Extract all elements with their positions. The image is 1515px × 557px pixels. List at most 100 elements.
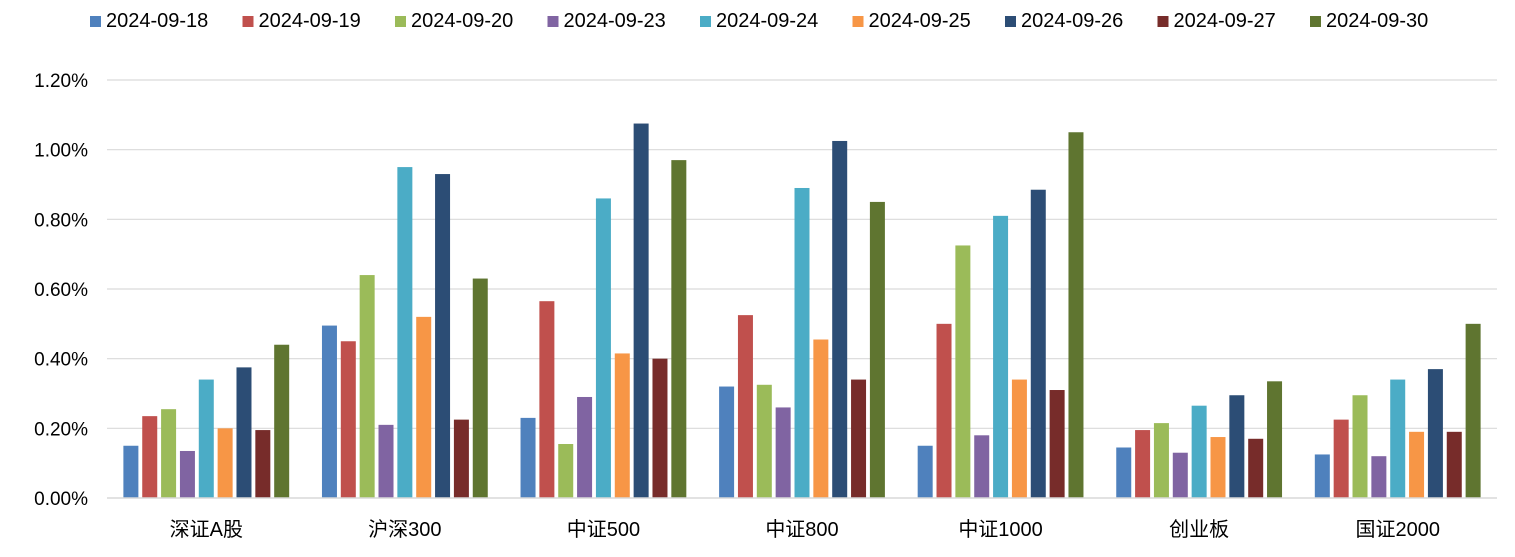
bar bbox=[340, 341, 356, 498]
x-tick-label: 沪深300 bbox=[368, 518, 441, 541]
legend-swatch bbox=[1310, 16, 1321, 27]
x-tick-label: 中证1000 bbox=[958, 518, 1043, 541]
bar bbox=[274, 344, 290, 498]
bar bbox=[359, 275, 375, 498]
legend-item: 2024-09-24 bbox=[700, 10, 818, 32]
legend-item: 2024-09-25 bbox=[852, 10, 971, 32]
bar bbox=[1267, 381, 1283, 498]
bar bbox=[775, 407, 791, 498]
legend-label: 2024-09-23 bbox=[564, 10, 666, 32]
legend-swatch bbox=[700, 16, 711, 27]
legend-swatch bbox=[1005, 16, 1016, 27]
bar bbox=[832, 140, 848, 499]
bar bbox=[1153, 423, 1169, 498]
legend-item: 2024-09-30 bbox=[1310, 10, 1428, 32]
bar bbox=[321, 325, 337, 498]
bar bbox=[179, 450, 195, 498]
bar bbox=[595, 198, 611, 498]
bar bbox=[161, 409, 177, 498]
bar bbox=[1011, 379, 1027, 498]
legend-swatch bbox=[852, 16, 864, 27]
bar bbox=[671, 160, 687, 498]
bar bbox=[936, 323, 952, 498]
bar bbox=[719, 386, 735, 498]
bar bbox=[1068, 132, 1084, 498]
legend-label: 2024-09-24 bbox=[716, 10, 818, 32]
bar bbox=[435, 174, 451, 499]
bar bbox=[869, 201, 885, 498]
bar bbox=[756, 384, 772, 498]
bar bbox=[520, 417, 536, 498]
legend-label: 2024-09-18 bbox=[106, 10, 208, 32]
legend-swatch bbox=[242, 16, 254, 27]
bar bbox=[993, 215, 1009, 498]
bar bbox=[652, 358, 668, 498]
y-tick-label: 0.60% bbox=[34, 280, 88, 301]
bar bbox=[453, 419, 469, 498]
bar bbox=[378, 424, 394, 498]
x-tick-label: 国证2000 bbox=[1355, 518, 1440, 541]
legend-label: 2024-09-20 bbox=[411, 10, 513, 32]
legend-label: 2024-09-27 bbox=[1174, 10, 1276, 32]
y-tick-label: 0.40% bbox=[34, 350, 88, 371]
x-tick-label: 中证800 bbox=[765, 518, 838, 541]
legend-swatch bbox=[395, 16, 406, 27]
x-axis: 深证A股 沪深300 中证500 中证800 中证1000 创业板 国证2000 bbox=[107, 497, 1497, 541]
bar bbox=[794, 187, 810, 498]
legend-label: 2024-09-19 bbox=[259, 10, 361, 32]
bar bbox=[614, 353, 630, 498]
bar bbox=[851, 379, 867, 498]
x-tick-label: 中证500 bbox=[567, 518, 640, 541]
legend-item: 2024-09-20 bbox=[395, 10, 513, 32]
bar bbox=[416, 316, 432, 498]
legend-swatch bbox=[90, 16, 101, 27]
bar bbox=[539, 301, 555, 498]
legend-swatch bbox=[547, 16, 559, 27]
bars bbox=[123, 123, 1481, 499]
y-axis: 0.00% 0.20% 0.40% 0.60% 0.80% 1.00% 1.20% bbox=[34, 71, 88, 510]
bar bbox=[813, 339, 829, 498]
legend-label: 2024-09-30 bbox=[1326, 10, 1428, 32]
bar bbox=[123, 445, 139, 498]
x-tick-label: 深证A股 bbox=[170, 518, 243, 541]
legend-label: 2024-09-26 bbox=[1021, 10, 1123, 32]
legend-swatch bbox=[1157, 16, 1169, 27]
bar bbox=[472, 278, 488, 498]
y-tick-label: 0.80% bbox=[34, 210, 88, 231]
bar bbox=[1191, 405, 1207, 498]
bar bbox=[633, 123, 649, 499]
bar bbox=[255, 430, 271, 498]
bar bbox=[1409, 431, 1425, 498]
bar bbox=[1210, 437, 1226, 498]
bar bbox=[236, 367, 252, 498]
bar bbox=[1116, 447, 1132, 498]
bar bbox=[397, 167, 413, 499]
bar bbox=[1030, 189, 1046, 498]
bar bbox=[974, 435, 990, 498]
legend-item: 2024-09-23 bbox=[547, 10, 666, 32]
legend-item: 2024-09-26 bbox=[1005, 10, 1123, 32]
x-tick-label: 创业板 bbox=[1169, 518, 1229, 541]
legend-item: 2024-09-27 bbox=[1157, 10, 1276, 32]
bar bbox=[1049, 390, 1065, 498]
y-tick-label: 1.00% bbox=[34, 141, 88, 162]
bar bbox=[1446, 431, 1462, 498]
y-tick-label: 0.00% bbox=[34, 489, 88, 510]
bar bbox=[1390, 379, 1406, 498]
bar bbox=[1333, 419, 1349, 498]
bar bbox=[1135, 430, 1151, 498]
bar bbox=[1371, 456, 1387, 498]
legend-label: 2024-09-25 bbox=[869, 10, 971, 32]
bar bbox=[1314, 454, 1330, 498]
legend: 2024-09-18 2024-09-19 2024-09-20 2024-09-23… bbox=[90, 10, 1428, 32]
y-tick-label: 0.20% bbox=[34, 419, 88, 440]
legend-item: 2024-09-19 bbox=[242, 10, 361, 32]
bar bbox=[1248, 438, 1264, 498]
bar bbox=[1465, 323, 1481, 498]
bar bbox=[917, 445, 933, 498]
bar bbox=[737, 315, 753, 498]
bar bbox=[1352, 395, 1368, 498]
bar bbox=[1427, 369, 1443, 498]
bar bbox=[955, 245, 971, 498]
